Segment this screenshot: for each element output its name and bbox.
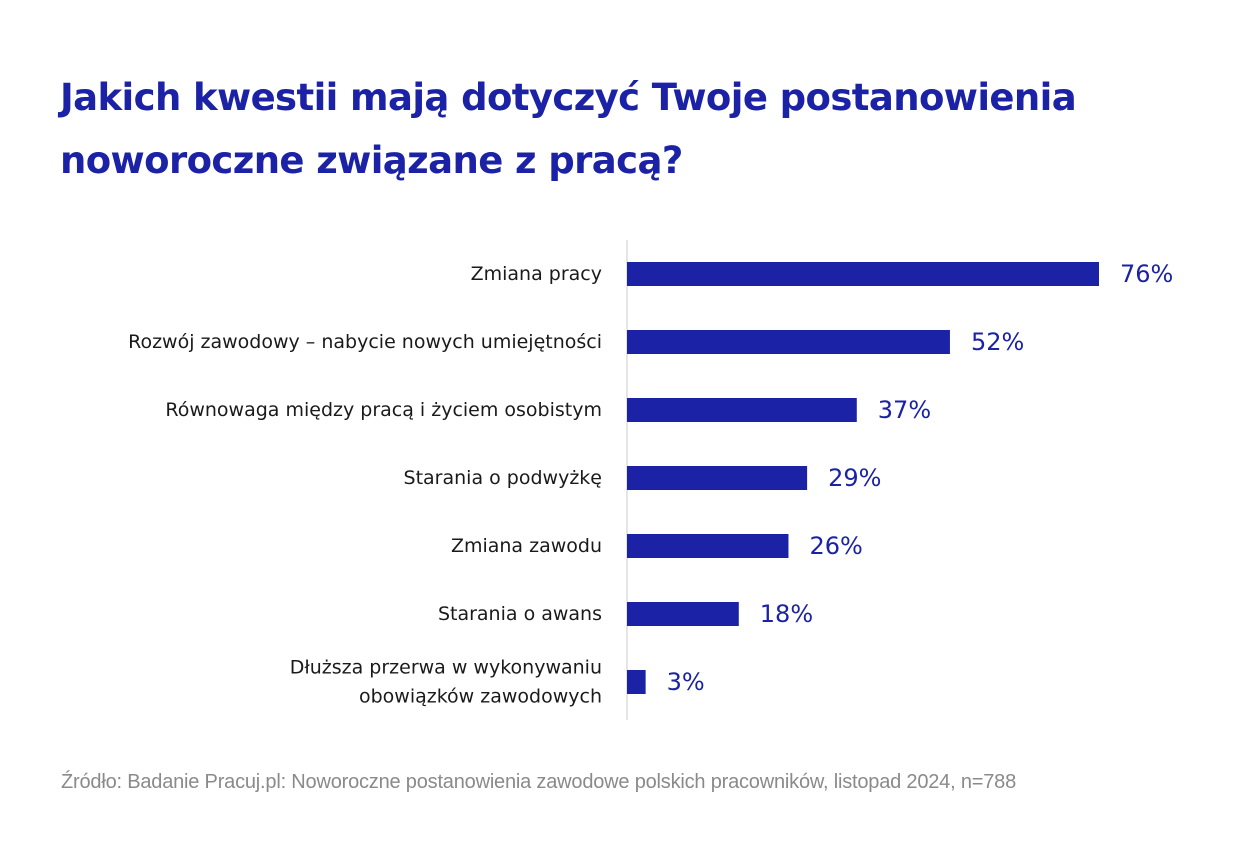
chart-title: Jakich kwestii mają dotyczyć Twoje posta… [60, 76, 1077, 182]
bar-4 [627, 466, 808, 490]
category-label-4: Starania o podwyżkę [404, 467, 602, 489]
value-label-3: 37% [878, 396, 931, 424]
category-label-7: Dłuższa przerwa w wykonywaniu obowiązków … [290, 657, 602, 708]
category-label-5: Zmiana zawodu [451, 535, 602, 557]
category-label-3: Równowaga między pracą i życiem osobisty… [165, 399, 602, 421]
category-labels-group: Zmiana pracy Rozwój zawodowy – nabycie no… [128, 263, 602, 708]
value-label-5: 26% [809, 532, 862, 560]
category-label-6: Starania o awans [438, 603, 602, 625]
bars-group [627, 262, 1099, 694]
bar-1 [627, 262, 1099, 286]
value-label-7: 3% [667, 668, 705, 696]
value-label-1: 76% [1120, 260, 1173, 288]
bar-7 [627, 670, 646, 694]
bar-6 [627, 602, 739, 626]
value-label-4: 29% [828, 464, 881, 492]
bar-2 [627, 330, 950, 354]
source-note: Źródło: Badanie Pracuj.pl: Noworoczne po… [61, 771, 1016, 793]
category-label-1: Zmiana pracy [471, 263, 602, 285]
bar-3 [627, 398, 857, 422]
value-label-6: 18% [760, 600, 813, 628]
value-label-2: 52% [971, 328, 1024, 356]
category-label-2: Rozwój zawodowy – nabycie nowych umiejęt… [128, 331, 602, 353]
bar-5 [627, 534, 789, 558]
value-labels-group: 76% 52% 37% 29% 26% 18% 3% [667, 260, 1174, 696]
